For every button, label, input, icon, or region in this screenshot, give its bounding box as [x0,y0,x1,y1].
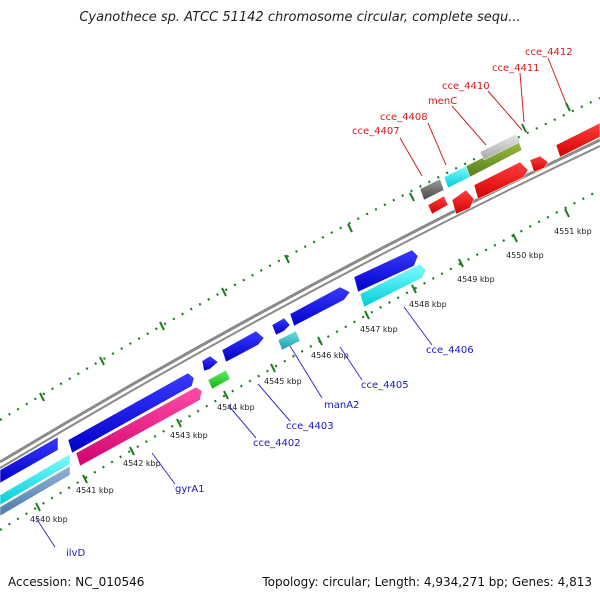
connector-line [289,345,323,399]
gene-label-cce-4402[interactable]: cce_4402 [253,438,301,449]
scale-tick [458,258,464,268]
gene-label-menC[interactable]: menC [428,96,457,107]
gene-arrow[interactable] [451,189,475,215]
guide-tick [159,321,165,331]
gene-arrow[interactable] [0,465,71,517]
connector-line [519,72,525,123]
guide-tick [565,102,571,112]
forward-label-connectors [35,306,433,548]
reverse-label-connectors [399,57,567,177]
gene-label-ilvD[interactable]: ilvD [66,548,85,559]
gene-label-cce-4410[interactable]: cce_4410 [442,81,490,92]
guide-tick [284,254,290,264]
scale-tick [176,418,182,428]
connector-line [257,383,291,422]
connector-line [427,122,447,166]
scale-guide-line [0,189,600,531]
connector-line [35,517,56,548]
connector-line [487,90,523,131]
scale-label: 4542 kbp [123,459,161,468]
gene-arrow[interactable] [201,355,219,372]
gene-arrow[interactable] [271,317,291,336]
gene-arrow[interactable] [359,263,427,308]
scale-tick [564,208,570,218]
backbone-line-lower [0,145,600,469]
gene-arrow[interactable] [75,386,203,467]
connector-line [403,306,433,346]
map-title: Cyanothece sp. ATCC 51142 chromosome cir… [79,10,521,25]
scale-label: 4546 kbp [311,351,349,360]
gene-arrow[interactable] [427,195,449,215]
gene-label-manA2[interactable]: manA2 [324,400,359,411]
forward-labels: ilvD gyrA1 cce_4402 cce_4403 manA2 cce_4… [66,345,474,559]
gene-arrow[interactable] [67,372,195,454]
scale-tick [35,502,41,512]
scale-tick [270,363,276,373]
gene-arrow[interactable] [207,369,231,390]
scale-label: 4540 kbp [30,515,68,524]
scale-label: 4548 kbp [409,300,447,309]
gene-label-cce-4406[interactable]: cce_4406 [426,345,474,356]
scale-label: 4550 kbp [506,251,544,260]
gene-arrow[interactable] [555,122,600,158]
gene-arrow[interactable] [221,330,265,363]
gene-arrow[interactable] [443,165,471,189]
scale-label: 4551 kbp [554,227,592,236]
scale-label: 4545 kbp [264,377,302,386]
gene-arrow[interactable] [289,286,351,327]
gene-arrow[interactable] [419,178,445,201]
connector-line [227,404,257,439]
reverse-labels: cce_4407 cce_4408 menC cce_4410 cce_4411… [352,47,573,137]
gene-label-cce-4403[interactable]: cce_4403 [286,421,334,432]
connector-line [451,105,487,146]
forward-genes [0,249,427,517]
gene-label-cce-4412[interactable]: cce_4412 [525,47,573,58]
gene-arrow[interactable] [479,133,521,161]
guide-tick [221,287,227,297]
scale-label: 4547 kbp [360,325,398,334]
scale-tick [223,390,229,400]
reverse-genes [419,122,600,215]
gene-label-cce-4408[interactable]: cce_4408 [380,112,428,123]
connector-line [151,452,176,485]
guide-tick [99,356,105,366]
gene-arrow[interactable] [353,249,419,293]
connector-line [547,57,567,104]
topology-info-text: Topology: circular; Length: 4,934,271 bp… [262,575,592,589]
scale-tick [512,233,518,243]
accession-text: Accession: NC_010546 [8,575,145,589]
scale-label: 4549 kbp [457,275,495,284]
guide-tick [347,223,353,233]
scale-tick [364,310,370,320]
scale-tick [82,474,88,484]
guide-tick [521,123,527,133]
scale-label: 4543 kbp [170,431,208,440]
gene-label-cce-4405[interactable]: cce_4405 [361,380,409,391]
gene-label-gyrA1[interactable]: gyrA1 [175,484,205,495]
scale-tick [317,336,323,346]
gene-arrow[interactable] [473,161,529,200]
guide-tick [409,192,415,202]
gene-label-cce-4407[interactable]: cce_4407 [352,126,400,137]
guide-tick [39,392,45,402]
scale-label: 4544 kbp [217,403,255,412]
scale-label: 4541 kbp [76,486,114,495]
gene-arrow[interactable] [277,330,301,351]
connector-line [339,346,363,381]
gene-label-cce-4411[interactable]: cce_4411 [492,63,540,74]
scale-tick [411,284,417,294]
scale-ticks [35,208,570,512]
scale-tick [129,446,135,456]
gene-arrow[interactable] [0,436,59,484]
scale-tick-labels: 4540 kbp 4541 kbp 4542 kbp 4543 kbp 4544… [30,227,592,524]
gene-arrow[interactable] [0,453,71,506]
connector-line [399,137,423,177]
gene-arrow[interactable] [529,155,549,173]
